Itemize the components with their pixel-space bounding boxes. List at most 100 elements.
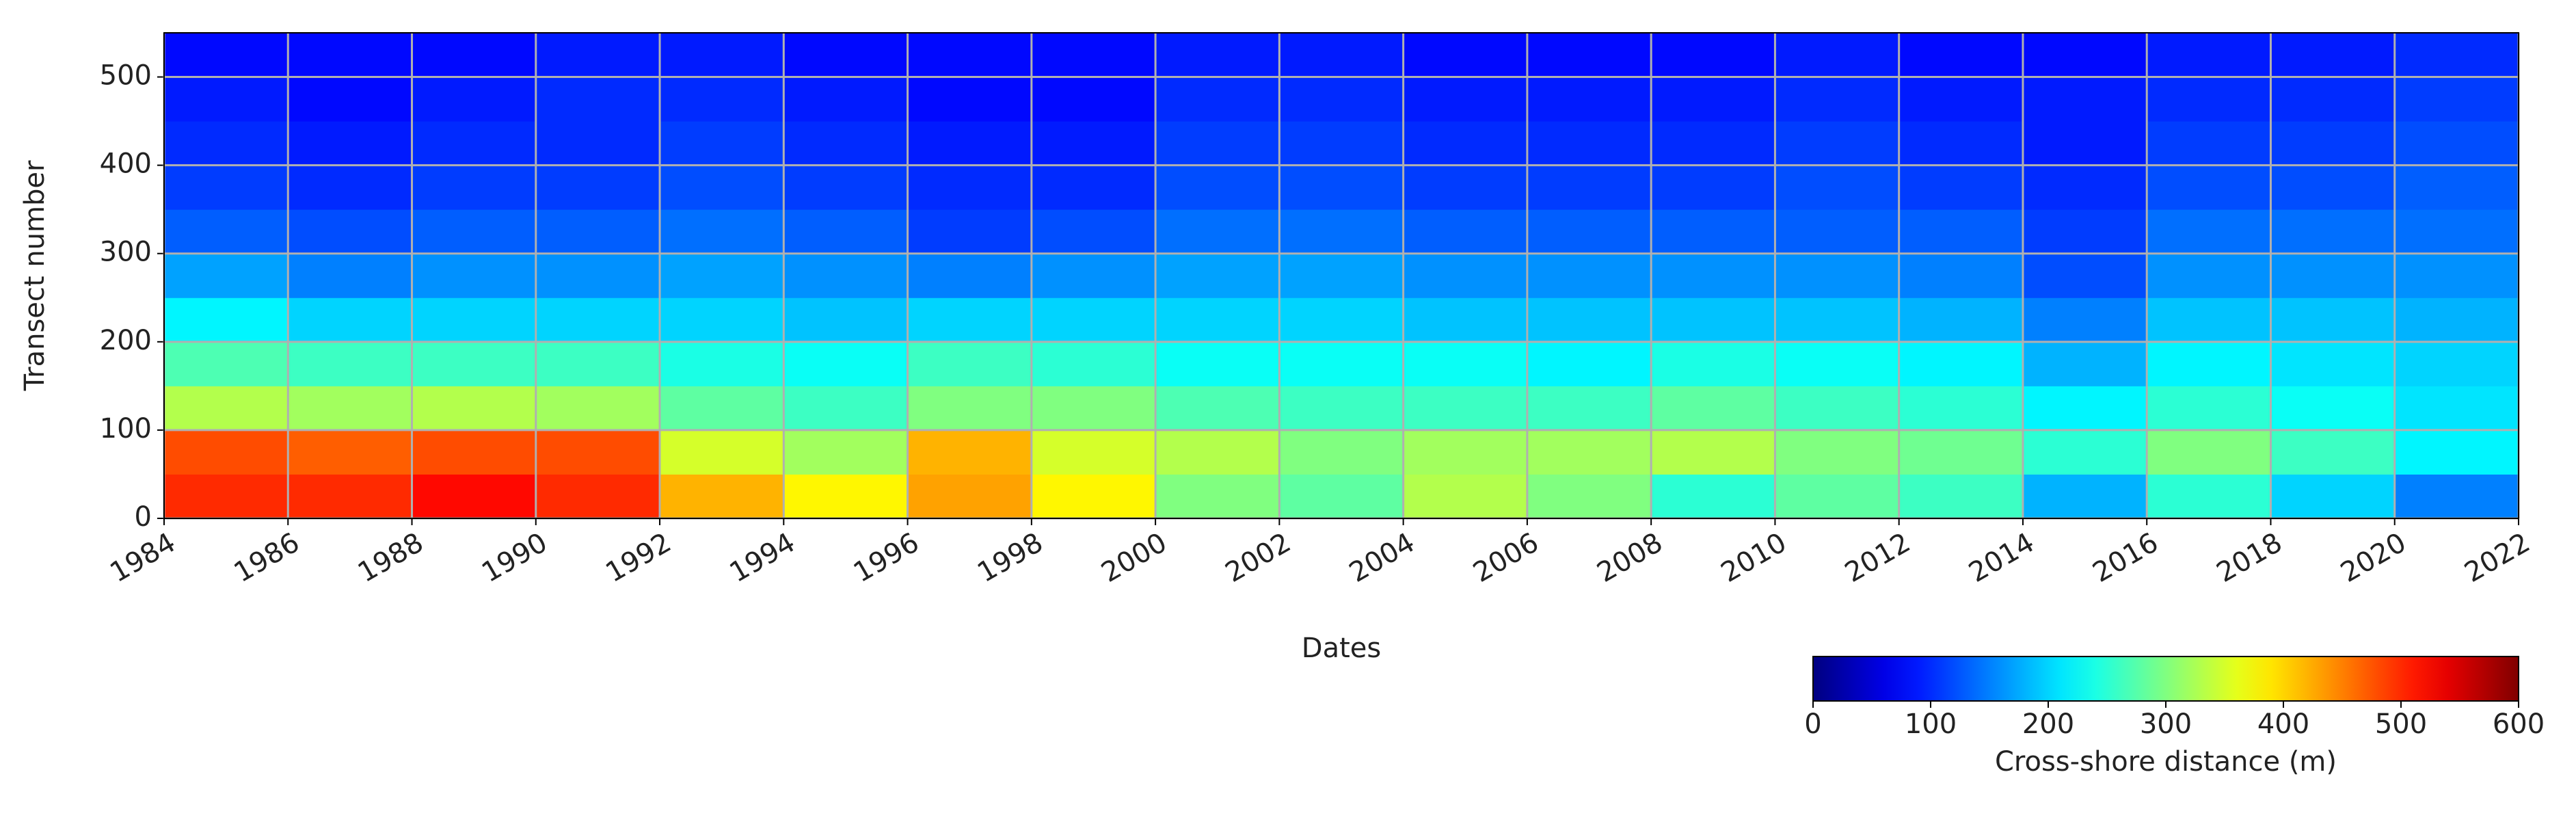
heatmap-cell (660, 77, 784, 122)
heatmap-cell (2022, 297, 2147, 343)
heatmap-cell (1899, 165, 2024, 210)
colorbar-tick-label: 600 (2493, 708, 2545, 740)
heatmap-cell (1403, 121, 1528, 166)
heatmap-cell (2022, 209, 2147, 254)
heatmap-cell (907, 121, 1032, 166)
heatmap-cell (1031, 209, 1156, 254)
heatmap-cell (2270, 429, 2396, 475)
x-tick-label: 1986 (229, 527, 305, 589)
heatmap-cell (2022, 341, 2147, 386)
x-axis-label: Dates (1302, 633, 1381, 664)
heatmap-cell (1651, 474, 1775, 519)
heatmap-cell (412, 297, 537, 343)
heatmap-cell (660, 341, 784, 386)
heatmap-cell (2270, 33, 2396, 78)
heatmap-cell (1403, 253, 1528, 298)
heatmap-cell (2022, 386, 2147, 431)
heatmap-cell (2147, 429, 2271, 475)
heatmap-cell (288, 209, 413, 254)
heatmap-cell (1651, 341, 1775, 386)
heatmap-cell (412, 474, 537, 519)
heatmap-cell (1651, 429, 1775, 475)
heatmap-cell (2147, 297, 2271, 343)
heatmap-cell (783, 121, 909, 166)
heatmap-cell (2147, 33, 2271, 78)
heatmap-cell (1899, 209, 2024, 254)
heatmap-cell (1651, 297, 1775, 343)
heatmap-cell (2147, 386, 2271, 431)
heatmap-cell (1031, 297, 1156, 343)
heatmap-cell (783, 253, 909, 298)
heatmap-cell (2394, 386, 2519, 431)
colorbar-label: Cross-shore distance (m) (1995, 746, 2337, 778)
heatmap-cell (660, 386, 784, 431)
x-tick-label: 2014 (1963, 527, 2039, 589)
heatmap-cell (535, 77, 660, 122)
colorbar-tick-label: 500 (2375, 708, 2427, 740)
heatmap-cell (2270, 209, 2396, 254)
heatmap-cell (412, 429, 537, 475)
heatmap-cell (1775, 474, 1900, 519)
heatmap-cell (2147, 209, 2271, 254)
x-tick-label: 2016 (2088, 527, 2164, 589)
heatmap-cell (2022, 474, 2147, 519)
heatmap-cell (288, 165, 413, 210)
y-tick-label: 300 (100, 237, 152, 268)
heatmap-cell (164, 386, 289, 431)
heatmap-cell (1527, 209, 1652, 254)
heatmap-cell (1403, 209, 1528, 254)
heatmap-cell (1155, 253, 1280, 298)
heatmap-cell (1155, 297, 1280, 343)
heatmap-cell (412, 386, 537, 431)
y-axis-label: Transect number (19, 160, 51, 391)
heatmap-cell (1527, 429, 1652, 475)
x-tick-label: 1996 (848, 527, 924, 589)
heatmap-cell (164, 341, 289, 386)
heatmap-cell (1775, 386, 1900, 431)
heatmap-cell (1527, 165, 1652, 210)
heatmap-cell (660, 429, 784, 475)
heatmap-cell (1403, 77, 1528, 122)
heatmap-cell (288, 77, 413, 122)
x-tick-label: 1998 (972, 527, 1048, 589)
y-tick-label: 200 (100, 325, 152, 356)
heatmap-cell (1899, 474, 2024, 519)
heatmap-cell (660, 209, 784, 254)
heatmap-cell (1279, 297, 1404, 343)
colorbar-tick-label: 400 (2257, 708, 2309, 740)
heatmap-cell (412, 209, 537, 254)
colorbar (1812, 656, 2519, 702)
heatmap-cell (164, 77, 289, 122)
heatmap-cell (1031, 341, 1156, 386)
x-tick-label: 2004 (1344, 527, 1420, 589)
heatmap-cell (907, 297, 1032, 343)
heatmap-cell (660, 297, 784, 343)
heatmap-cell (412, 33, 537, 78)
heatmap-cell (1279, 121, 1404, 166)
x-tick-label: 1984 (105, 527, 180, 589)
heatmap-cell (1031, 121, 1156, 166)
heatmap-cell (164, 474, 289, 519)
heatmap-cell (1031, 429, 1156, 475)
heatmap-cell (1651, 33, 1775, 78)
heatmap-cell (1775, 77, 1900, 122)
heatmap-cell (783, 297, 909, 343)
heatmap-cell (288, 386, 413, 431)
heatmap-cell (907, 209, 1032, 254)
heatmap-cell (1651, 386, 1775, 431)
y-tick-label: 0 (135, 501, 152, 533)
heatmap-cell (412, 77, 537, 122)
colorbar-tick-label: 100 (1905, 708, 1957, 740)
heatmap-cell (2147, 165, 2271, 210)
x-tick-label: 2000 (1096, 527, 1172, 589)
heatmap-cell (2270, 297, 2396, 343)
heatmap-cell (2022, 121, 2147, 166)
heatmap-cell (783, 33, 909, 78)
heatmap-cell (535, 165, 660, 210)
x-tick-label: 1988 (353, 527, 429, 589)
y-tick-label: 400 (100, 148, 152, 180)
heatmap-cell (2394, 341, 2519, 386)
heatmap-cell (2394, 209, 2519, 254)
heatmap-cell (2022, 253, 2147, 298)
heatmap-cell (1527, 33, 1652, 78)
